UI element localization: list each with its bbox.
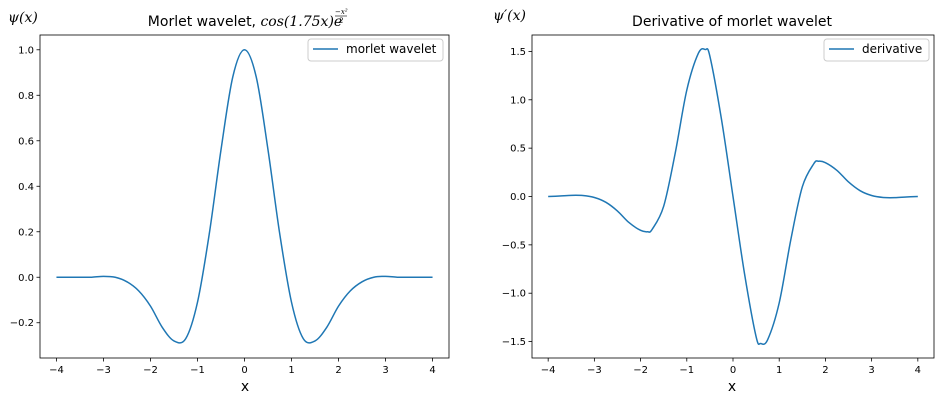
right-y-ticks: −1.5 −1.0 −0.5 0.0 0.5 1.0 1.5	[502, 47, 532, 348]
right-x-tick-label: −3	[587, 365, 602, 376]
right-legend-label: derivative	[862, 42, 922, 56]
right-x-axis-label: x	[728, 379, 736, 395]
right-y-tick-label: −0.5	[502, 240, 526, 251]
left-y-axis-label: ψ(x)	[8, 10, 38, 26]
right-chart-title: Derivative of morlet wavelet	[632, 14, 832, 30]
left-x-axis-label: x	[241, 379, 249, 395]
left-y-tick-label: 0.8	[18, 91, 34, 102]
left-y-tick-label: −0.2	[10, 318, 34, 329]
right-x-tick-label: 3	[868, 365, 874, 376]
left-x-tick-label: 3	[382, 365, 388, 376]
left-x-tick-label: −3	[96, 365, 111, 376]
right-series-line	[548, 47, 918, 346]
left-y-ticks: −0.2 0.0 0.2 0.4 0.6 0.8 1.0	[10, 45, 40, 329]
left-x-tick-label: 2	[335, 365, 341, 376]
right-y-tick-label: 0.5	[510, 144, 526, 155]
left-title-exponent-den: 2	[338, 17, 344, 25]
left-x-tick-label: −2	[143, 365, 158, 376]
left-x-ticks: −4 −3 −2 −1 0 1 2 3 4	[49, 358, 436, 376]
left-chart-title: Morlet wavelet, cos(1.75x)e	[148, 14, 342, 30]
left-chart: −4 −3 −2 −1 0 1 2 3 4 −0.2 0.0 0.2 0.4 0.6 0.8 1.0 Mor…	[8, 8, 450, 395]
right-y-tick-label: 1.0	[510, 95, 526, 106]
right-y-tick-label: −1.5	[502, 337, 526, 348]
left-plot-frame	[39, 34, 450, 359]
right-y-tick-label: −1.0	[502, 289, 526, 300]
right-x-tick-label: 0	[730, 365, 736, 376]
left-series-line	[56, 49, 433, 344]
right-x-tick-label: 4	[915, 365, 921, 376]
right-x-tick-label: 2	[822, 365, 828, 376]
left-y-tick-label: 0.6	[18, 136, 34, 147]
right-x-tick-label: −4	[541, 365, 556, 376]
right-x-ticks: −4 −3 −2 −1 0 1 2 3 4	[541, 358, 921, 376]
left-x-tick-label: 4	[429, 365, 435, 376]
left-legend: morlet wavelet	[307, 38, 444, 62]
left-legend-label: morlet wavelet	[346, 42, 437, 56]
right-x-tick-label: −2	[633, 365, 648, 376]
right-y-tick-label: 0.0	[510, 192, 526, 203]
left-x-tick-label: 0	[241, 365, 247, 376]
right-y-axis-label: ψ′(x)	[493, 8, 526, 24]
left-legend-box	[307, 38, 444, 62]
left-title-exponent-num: −x²	[335, 8, 348, 16]
right-x-tick-label: −1	[679, 365, 694, 376]
left-x-tick-label: −4	[49, 365, 64, 376]
left-x-tick-label: −1	[190, 365, 205, 376]
right-x-tick-label: 1	[776, 365, 782, 376]
right-y-tick-label: 1.5	[510, 47, 526, 58]
left-y-tick-label: 0.0	[18, 273, 34, 284]
right-chart: −4 −3 −2 −1 0 1 2 3 4 −1.5 −1.0 −0.5 0.0 0.5 1.0 1.5 D…	[493, 8, 935, 395]
left-y-tick-label: 1.0	[18, 45, 34, 56]
right-legend-box	[823, 38, 930, 62]
left-y-tick-label: 0.4	[18, 182, 34, 193]
right-legend: derivative	[823, 38, 930, 62]
left-y-tick-label: 0.2	[18, 227, 34, 238]
left-x-tick-label: 1	[288, 365, 294, 376]
